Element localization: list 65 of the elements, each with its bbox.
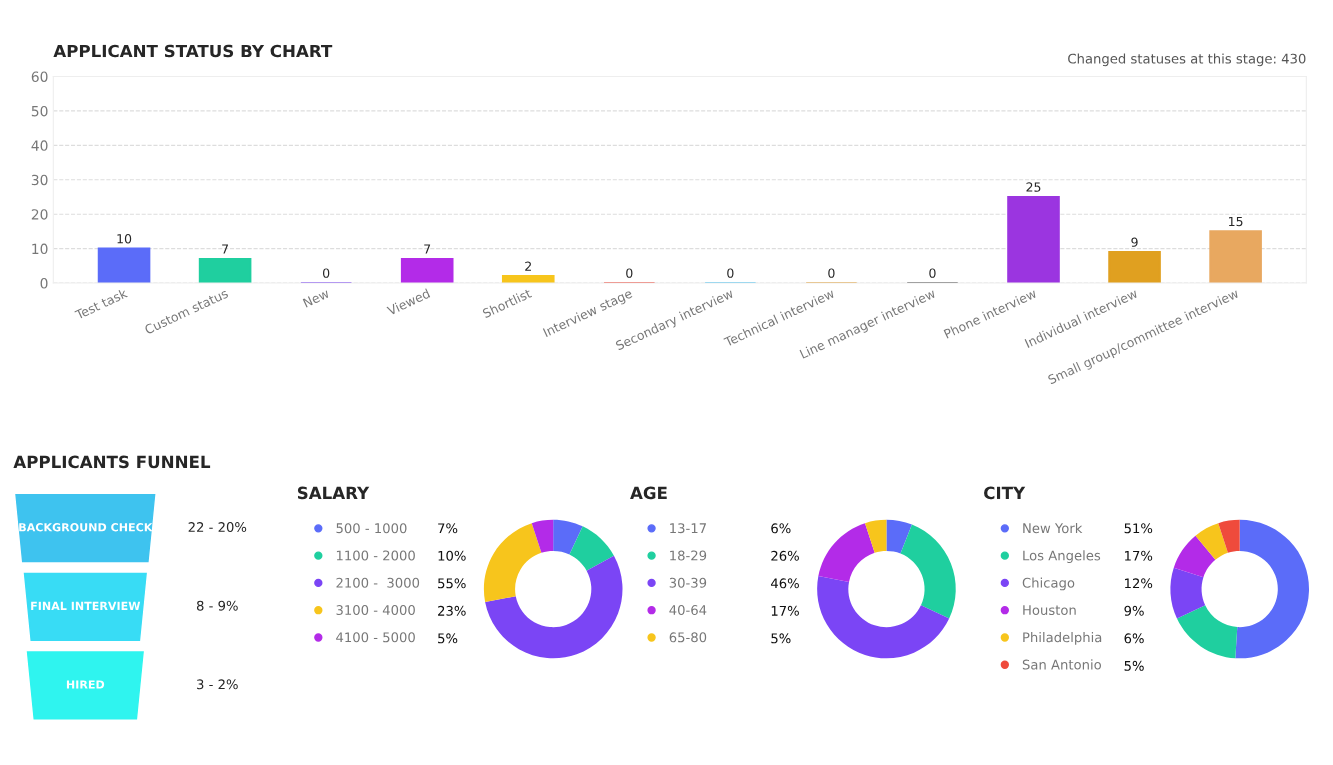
y-tick-label: 40 bbox=[31, 140, 48, 151]
y-tick-label: 0 bbox=[40, 278, 48, 289]
data-label: 25 bbox=[1026, 182, 1041, 192]
text: APPLICANTS FUNNEL bbox=[13, 455, 211, 469]
y-tick-label: 30 bbox=[31, 174, 48, 186]
y-tick-label: 50 bbox=[31, 105, 48, 117]
legend-label: 500 - 1000 bbox=[336, 523, 407, 534]
legend-label: 40-64 bbox=[669, 605, 707, 616]
data-label: 17% bbox=[771, 605, 799, 616]
data-label: 5% bbox=[438, 633, 458, 644]
data-label: 8 - 9% bbox=[196, 600, 238, 611]
legend-label: New York bbox=[1023, 522, 1083, 534]
data-label: 23% bbox=[438, 605, 466, 616]
data-label: 26% bbox=[771, 550, 799, 561]
data-label: 3 - 2% bbox=[197, 679, 238, 690]
data-label: 15 bbox=[1229, 216, 1243, 227]
data-label: 6% bbox=[1124, 633, 1144, 644]
legend-label: 1100 - 2000 bbox=[336, 550, 415, 561]
data-label: 7% bbox=[438, 523, 458, 534]
data-label: 9 bbox=[1131, 237, 1138, 247]
data-label: 0 bbox=[323, 268, 330, 278]
data-label: 22 - 20% bbox=[188, 522, 247, 533]
y-tick-label: 60 bbox=[31, 71, 48, 82]
data-label: 17% bbox=[1125, 550, 1153, 561]
data-label: 6% bbox=[771, 523, 791, 534]
legend-label: 4100 - 5000 bbox=[336, 632, 415, 643]
chart-title: SALARY bbox=[297, 486, 370, 500]
category-label: BACKGROUND CHECK bbox=[19, 523, 153, 532]
data-label: 46% bbox=[770, 578, 799, 589]
category-label: FINAL INTERVIEW bbox=[31, 601, 141, 610]
legend-label: Houston bbox=[1023, 605, 1076, 616]
text: Changed statuses at this stage: 430 bbox=[1068, 53, 1306, 67]
y-tick-label: 10 bbox=[32, 243, 48, 255]
legend-label: 3100 - 4000 bbox=[336, 605, 415, 616]
legend-label: Chicago bbox=[1022, 577, 1075, 591]
data-label: 0 bbox=[626, 268, 633, 278]
legend-label: 2100 - 3000 bbox=[336, 577, 420, 588]
data-label: 0 bbox=[727, 268, 734, 278]
legend-label: Philadelphia bbox=[1023, 632, 1102, 645]
chart-title: APPLICANT STATUS BY CHART bbox=[53, 44, 333, 58]
legend-label: Los Angeles bbox=[1023, 550, 1101, 563]
data-label: 2 bbox=[525, 261, 531, 271]
x-tick-label: New bbox=[302, 288, 330, 308]
data-label: 7 bbox=[424, 244, 431, 254]
legend-label: San Antonio bbox=[1022, 659, 1102, 670]
legend-label: 30-39 bbox=[669, 577, 707, 588]
legend-label: 65-80 bbox=[669, 632, 707, 643]
chart-title: AGE bbox=[630, 486, 667, 500]
y-tick-label: 20 bbox=[31, 209, 48, 220]
data-label: 0 bbox=[828, 268, 835, 278]
data-label: 0 bbox=[929, 268, 936, 278]
data-label: 10% bbox=[438, 550, 466, 561]
data-label: 12% bbox=[1125, 578, 1153, 589]
data-label: 5% bbox=[1124, 660, 1144, 671]
data-label: 51% bbox=[1124, 523, 1153, 534]
data-label: 55% bbox=[438, 578, 466, 589]
legend-label: 13-17 bbox=[670, 523, 706, 534]
chart-title: CITY bbox=[984, 486, 1026, 500]
x-tick-label: Test task bbox=[74, 287, 129, 320]
category-label: HIRED bbox=[66, 680, 105, 689]
legend-label: 18-29 bbox=[670, 550, 707, 561]
data-label: 7 bbox=[222, 244, 229, 254]
data-label: 5% bbox=[771, 633, 791, 644]
data-label: 9% bbox=[1124, 605, 1144, 616]
data-label: 10 bbox=[117, 233, 132, 244]
